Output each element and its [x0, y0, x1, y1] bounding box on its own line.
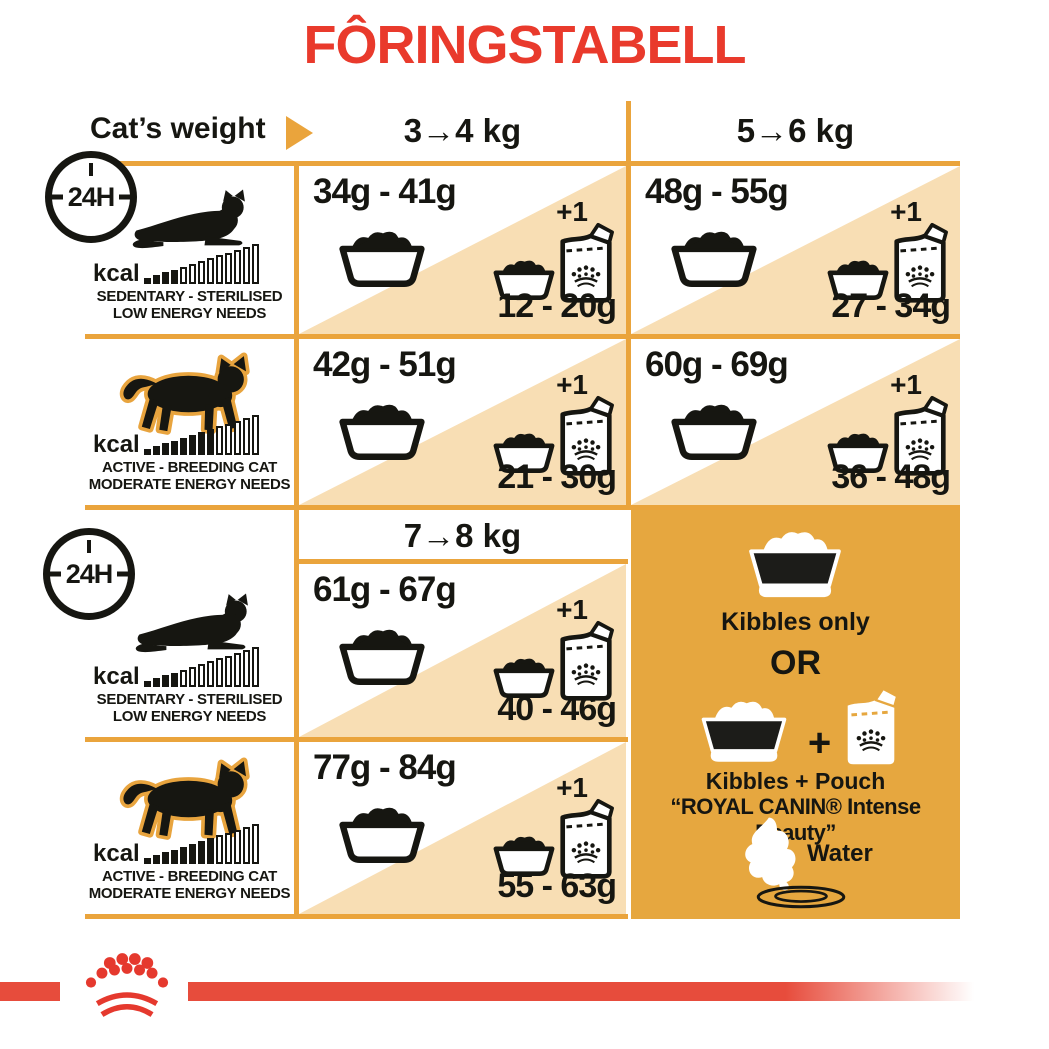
- kibbles-with-pouch-amount: 40 - 46g: [497, 690, 617, 728]
- profile-caption: ACTIVE - BREEDING CAT MODERATE ENERGY NE…: [88, 459, 291, 493]
- walking-cat-icon: [103, 351, 263, 437]
- kibble-bowl-icon: [690, 696, 798, 768]
- kibbles-with-pouch-amount: 36 - 48g: [831, 458, 951, 496]
- energy-indicator: kcal: [93, 415, 259, 457]
- weight-col-7-8kg: 7→8 kg: [403, 517, 522, 554]
- footer-red-band: [188, 982, 974, 1001]
- plus-one-pouch-label: +1: [890, 196, 922, 227]
- grid-line: [85, 334, 960, 339]
- kibbles-only-amount: 61g - 67g: [313, 570, 457, 609]
- kibble-bowl-icon: [663, 226, 765, 292]
- pouch-icon: [556, 222, 616, 304]
- kibbles-plus-pouch-icons: +: [631, 686, 960, 768]
- profile-caption: SEDENTARY - STERILISED LOW ENERGY NEEDS: [96, 288, 283, 322]
- plus-one-pouch-label: +1: [556, 196, 588, 227]
- walking-cat-icon: [103, 756, 263, 842]
- feeding-options-panel: Kibbles only OR + Kibbles + Pouch “ROYAL…: [631, 510, 960, 919]
- cats-weight-label: Cat’s weight: [90, 112, 266, 145]
- kibble-bowl-icon: [663, 399, 765, 465]
- kcal-energy-bars: [143, 824, 259, 864]
- kibbles-only-amount: 42g - 51g: [313, 345, 457, 384]
- pouch-icon: [841, 686, 901, 768]
- weight-col-5-6kg: 5→6 kg: [736, 112, 855, 149]
- kibble-bowl-icon: [488, 256, 560, 304]
- kcal-energy-bars: [143, 415, 259, 455]
- footer-red-band: [0, 982, 60, 1001]
- kibbles-only-amount: 77g - 84g: [313, 748, 457, 787]
- energy-indicator: kcal: [93, 244, 259, 286]
- profile-active: kcal ACTIVE - BREEDING CAT MODERATE ENER…: [85, 742, 294, 914]
- energy-indicator: kcal: [93, 824, 259, 866]
- grid-line: [626, 101, 631, 510]
- 24h-clock-icon: 24H: [43, 528, 135, 620]
- pouch-icon: [556, 620, 616, 702]
- kibble-bowl-icon: [739, 526, 851, 604]
- kibbles-with-pouch-amount: 55 - 63g: [497, 867, 617, 905]
- plus-one-pouch-label: +1: [556, 594, 588, 625]
- water-label: Water: [807, 840, 873, 867]
- pouch-icon: [556, 798, 616, 880]
- plus-one-pouch-label: +1: [556, 369, 588, 400]
- lying-cat-icon: [133, 588, 255, 658]
- weight-col-3-4kg: 3→4 kg: [403, 112, 522, 149]
- pouch-icon: [890, 222, 950, 304]
- right-arrow-icon: [286, 116, 313, 150]
- water-splash-icon: [733, 816, 803, 892]
- energy-indicator: kcal: [93, 647, 259, 689]
- feeding-cell-7-8kg-active: 77g - 84g +1 55 - 63g: [299, 742, 626, 914]
- kibbles-with-pouch-amount: 12 - 20g: [497, 287, 617, 325]
- plus-one-pouch-label: +1: [556, 772, 588, 803]
- kibble-bowl-icon: [331, 802, 433, 868]
- lying-cat-icon: [130, 184, 252, 254]
- kibbles-only-amount: 60g - 69g: [645, 345, 789, 384]
- kibble-bowl-icon: [488, 429, 560, 477]
- kibbles-only-label: Kibbles only: [721, 608, 870, 636]
- profile-sedentary: kcal SEDENTARY - STERILISED LOW ENERGY N…: [85, 564, 294, 737]
- plus-one-pouch-label: +1: [890, 369, 922, 400]
- grid-line: [85, 505, 960, 510]
- kibbles-only-amount: 48g - 55g: [645, 172, 789, 211]
- kibbles-only-amount: 34g - 41g: [313, 172, 457, 211]
- feeding-cell-3-4kg-sedentary: 34g - 41g +1 12 - 20g: [299, 166, 626, 334]
- 24h-clock-icon: 24H: [45, 151, 137, 243]
- profile-caption: SEDENTARY - STERILISED LOW ENERGY NEEDS: [96, 691, 283, 725]
- profile-sedentary: kcal SEDENTARY - STERILISED LOW ENERGY N…: [85, 166, 294, 334]
- grid-line: [294, 161, 299, 919]
- kibbles-with-pouch-amount: 27 - 34g: [831, 287, 951, 325]
- profile-caption: ACTIVE - BREEDING CAT MODERATE ENERGY NE…: [88, 868, 291, 902]
- kibble-bowl-icon: [488, 832, 560, 880]
- kibble-bowl-icon: [822, 429, 894, 477]
- feeding-cell-5-6kg-sedentary: 48g - 55g +1 27 - 34g: [631, 166, 960, 334]
- feeding-cell-7-8kg-sedentary: 61g - 67g +1 40 - 46g: [299, 564, 626, 737]
- kcal-energy-bars: [143, 244, 259, 284]
- feeding-cell-3-4kg-active: 42g - 51g +1 21 - 30g: [299, 339, 626, 505]
- page-title: FÔRINGSTABELL: [303, 15, 747, 75]
- grid-line: [85, 737, 628, 742]
- feeding-cell-5-6kg-active: 60g - 69g +1 36 - 48g: [631, 339, 960, 505]
- kibble-bowl-icon: [488, 654, 560, 702]
- royal-canin-paw-logo: [76, 952, 178, 1024]
- kibbles-pouch-label: Kibbles + Pouch: [705, 768, 886, 794]
- or-label: OR: [770, 644, 821, 682]
- grid-line: [85, 161, 960, 166]
- kibble-bowl-icon: [822, 256, 894, 304]
- plus-sign: +: [807, 721, 832, 765]
- kcal-energy-bars: [143, 647, 259, 687]
- kibble-bowl-icon: [331, 399, 433, 465]
- kibble-bowl-icon: [331, 226, 433, 292]
- pouch-icon: [556, 395, 616, 477]
- kibble-bowl-icon: [331, 624, 433, 690]
- kibbles-with-pouch-amount: 21 - 30g: [497, 458, 617, 496]
- pouch-icon: [890, 395, 950, 477]
- grid-line: [296, 559, 628, 564]
- water-ripples-icon: [743, 882, 859, 912]
- profile-active: kcal ACTIVE - BREEDING CAT MODERATE ENER…: [85, 339, 294, 505]
- grid-line: [85, 914, 628, 919]
